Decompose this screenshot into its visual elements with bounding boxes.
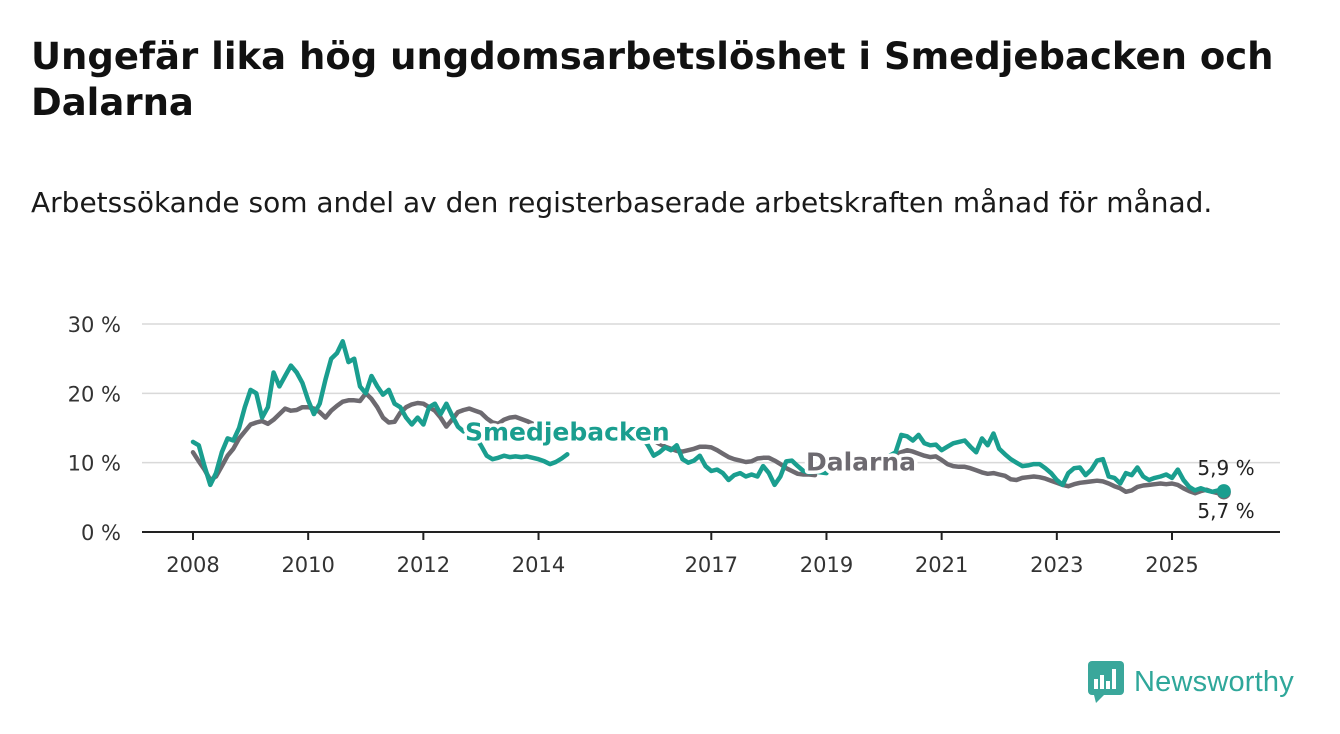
- y-tick-label: 0 %: [81, 521, 121, 545]
- end-value-label-dalarna: 5,7 %: [1197, 499, 1254, 523]
- brand-name: Newsworthy: [1134, 665, 1294, 698]
- chart-title: Ungefär lika hög ungdomsarbetslöshet i S…: [31, 35, 1274, 124]
- series-label-dalarna: Dalarna: [806, 447, 916, 476]
- gridlines: [142, 323, 1280, 464]
- series-line-smedjebacken: [628, 429, 829, 488]
- x-tick-label: 2010: [281, 553, 334, 577]
- end-point-smedjebacken: [1216, 484, 1231, 499]
- x-tick-label: 2008: [166, 553, 219, 577]
- x-tick-label: 2021: [915, 553, 968, 577]
- axes: 0 % 10 % 20 % 30 % 2008 2010 2012 2014 2017 2019 2…: [68, 313, 1280, 577]
- y-tick-label: 30 %: [68, 313, 121, 337]
- x-tick-label: 2023: [1030, 553, 1083, 577]
- end-value-label-smedjebacken: 5,9 %: [1197, 456, 1254, 480]
- x-tick-label: 2014: [512, 553, 565, 577]
- x-tick-label: 2012: [397, 553, 450, 577]
- series-lines: [190, 339, 1231, 500]
- x-tick-label: 2025: [1145, 553, 1198, 577]
- series-label-smedjebacken: Smedjebacken: [465, 417, 670, 446]
- x-tick-label: 2019: [800, 553, 853, 577]
- newsworthy-brand: Newsworthy: [1088, 660, 1294, 704]
- chart-subtitle: Arbetssökande som andel av den registerb…: [31, 186, 1213, 219]
- series-line-smedjebacken: [190, 339, 570, 488]
- series-line-dalarna: [190, 391, 547, 483]
- x-tick-label: 2017: [685, 553, 738, 577]
- series-line-smedjebacken: [887, 431, 1227, 495]
- y-tick-label: 10 %: [68, 452, 121, 476]
- chart-labels: 5,9 % 5,7 % Smedjebacken Dalarna: [461, 414, 1254, 523]
- y-tick-label: 20 %: [68, 382, 121, 406]
- newsworthy-logo-icon: [1088, 661, 1124, 703]
